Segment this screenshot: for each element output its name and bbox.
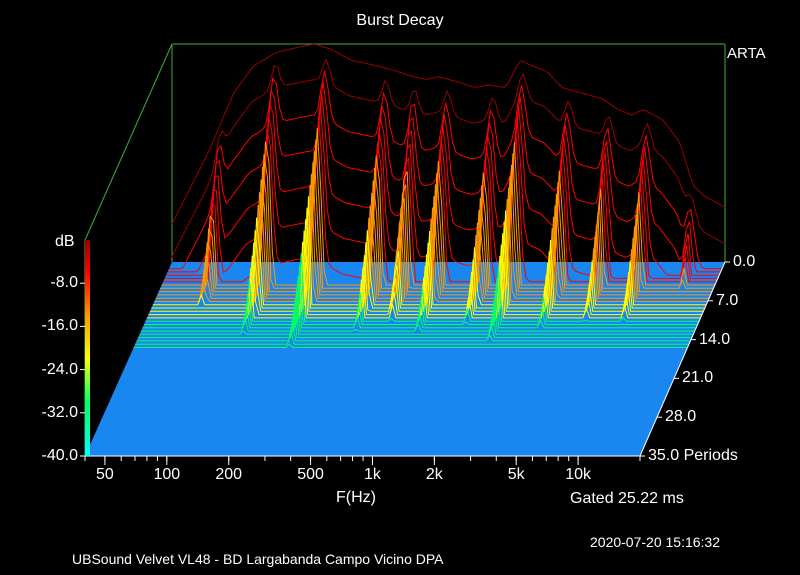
x-axis-title: F(Hz) bbox=[336, 489, 376, 506]
z-tick-label: 0.0 bbox=[733, 253, 756, 270]
decay-slice bbox=[167, 82, 721, 273]
decay-slice bbox=[166, 93, 720, 276]
decay-slice bbox=[142, 275, 697, 329]
z-tick-label: 7.0 bbox=[716, 291, 739, 309]
x-tick-label: 100 bbox=[153, 466, 181, 483]
y-tick-label: -32.0 bbox=[41, 403, 78, 421]
footer-caption: UBSound Velvet VL48 - BD Largabanda Camp… bbox=[72, 551, 444, 567]
decay-slice bbox=[138, 310, 692, 339]
waterfall-slices bbox=[133, 43, 726, 348]
decay-slice bbox=[170, 58, 724, 260]
z-tick-label: 14.0 bbox=[699, 330, 731, 348]
x-tick-label: 500 bbox=[297, 466, 324, 483]
decay-slice bbox=[139, 298, 694, 335]
color-scale-bar bbox=[85, 240, 90, 456]
y-tick-label: -8.0 bbox=[50, 274, 78, 292]
timestamp: 2020-07-20 15:16:32 bbox=[590, 534, 720, 550]
x-tick-label: 1k bbox=[364, 466, 381, 483]
x-tick-label: 50 bbox=[96, 466, 114, 483]
y-tick-label: -16.0 bbox=[41, 317, 78, 335]
decay-slice bbox=[141, 287, 695, 332]
decay-slice bbox=[144, 264, 698, 325]
decay-slice bbox=[136, 321, 691, 342]
decay-slice bbox=[145, 253, 700, 322]
decay-slice bbox=[169, 70, 723, 270]
z-tick-label: 28.0 bbox=[665, 408, 697, 426]
arta-watermark: ARTA bbox=[727, 45, 766, 62]
decay-slice bbox=[148, 230, 702, 316]
decay-slice bbox=[146, 241, 701, 319]
z-axis-line bbox=[639, 261, 726, 457]
decay-slice bbox=[151, 207, 705, 309]
chart-title: Burst Decay bbox=[356, 12, 444, 29]
x-tick-label: 5k bbox=[507, 466, 525, 483]
gated-label: Gated 25.22 ms bbox=[570, 490, 684, 507]
floor-plane bbox=[85, 262, 725, 456]
decay-slice bbox=[135, 331, 689, 345]
y-tick-label: -24.0 bbox=[41, 360, 78, 378]
decay-slice bbox=[149, 219, 704, 312]
x-tick-label: 10k bbox=[565, 466, 591, 483]
x-tick-label: 200 bbox=[215, 466, 243, 483]
decay-slice bbox=[133, 343, 688, 348]
decay-slice bbox=[152, 196, 707, 306]
decay-slice bbox=[171, 43, 726, 225]
x-tick-label: 2k bbox=[425, 466, 443, 483]
z-tick-label: 35.0 Periods bbox=[648, 447, 738, 464]
axes bbox=[80, 261, 730, 465]
y-axis-title: dB bbox=[55, 233, 75, 250]
y-tick-label: -40.0 bbox=[41, 447, 78, 464]
z-tick-label: 21.0 bbox=[682, 369, 714, 387]
